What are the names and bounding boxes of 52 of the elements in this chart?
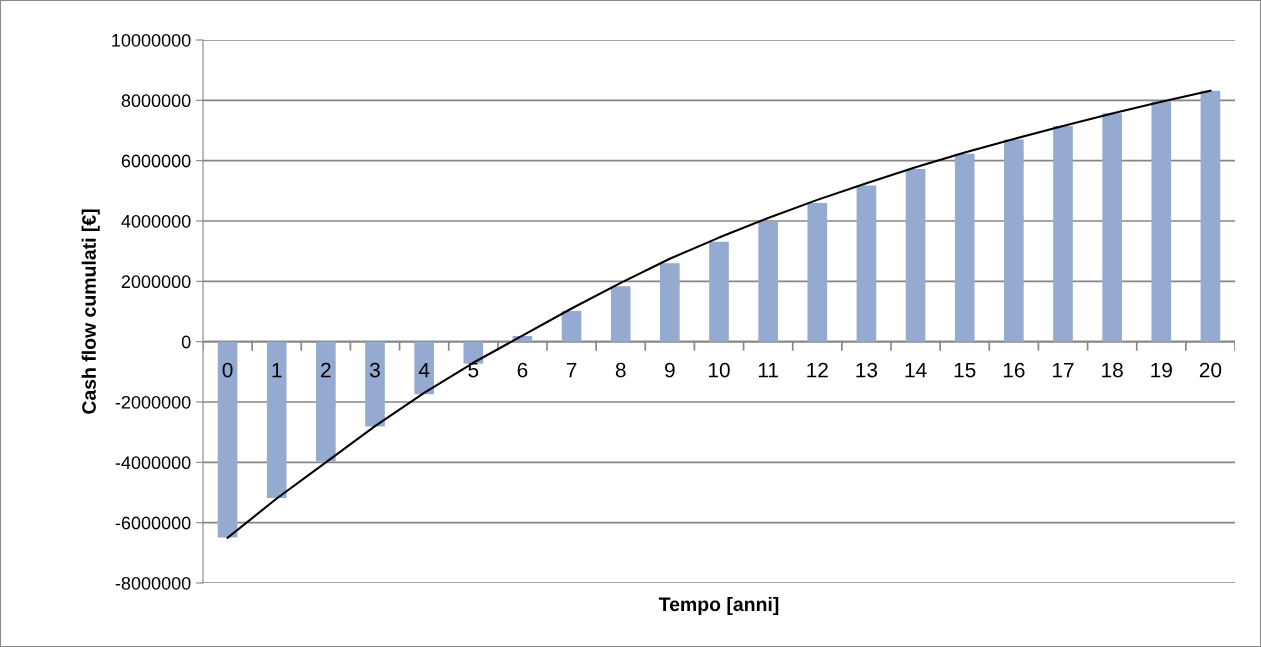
x-tick-label: 19 (1151, 362, 1172, 378)
y-tick-label: 0 (181, 335, 191, 349)
y-tick-label: -2000000 (115, 395, 191, 409)
y-tick-label: 10000000 (112, 33, 191, 47)
bar (1151, 101, 1172, 342)
bar (610, 286, 631, 342)
x-tick-label: 17 (1053, 362, 1074, 378)
x-tick-label: 20 (1199, 362, 1222, 378)
x-tick-label: 18 (1102, 362, 1123, 378)
y-tick-label: 2000000 (121, 275, 191, 289)
x-tick-label: 15 (954, 362, 976, 378)
x-tick-label: 14 (905, 362, 927, 378)
x-tick-label: 0 (222, 362, 233, 378)
x-tick-label: 10 (709, 362, 730, 378)
bar (1053, 125, 1073, 342)
x-tick-label: 16 (1003, 362, 1025, 378)
bar (217, 341, 238, 538)
x-tick-label: 2 (321, 362, 331, 378)
bar (660, 263, 680, 342)
bar (807, 202, 828, 342)
y-tick-label: -8000000 (115, 576, 191, 590)
bar (561, 310, 582, 342)
bar (709, 241, 729, 342)
x-tick-label: 8 (615, 362, 626, 378)
bar (758, 221, 778, 342)
x-tick-label: 6 (517, 362, 528, 378)
x-tick-label: 9 (665, 362, 675, 378)
bar (1102, 113, 1122, 342)
y-tick-label: -6000000 (115, 516, 191, 530)
y-tick-label: 8000000 (121, 94, 191, 108)
bar (905, 169, 926, 342)
x-tick-label: 3 (370, 362, 380, 378)
y-axis-title: Cash flow cumulati [€] (81, 209, 100, 414)
y-tick-label: -4000000 (115, 456, 191, 470)
bar (266, 341, 287, 498)
y-tick-label: 6000000 (121, 154, 191, 168)
bar (954, 153, 975, 342)
bar (1004, 139, 1024, 342)
x-tick-label: 12 (807, 362, 828, 378)
bar (1200, 90, 1221, 342)
x-tick-label: 4 (418, 362, 430, 378)
x-tick-label: 1 (272, 362, 282, 378)
y-tick-label: 4000000 (121, 214, 191, 228)
bar (856, 185, 877, 342)
x-axis-title: Tempo [anni] (658, 596, 779, 616)
x-tick-label: 7 (566, 362, 577, 378)
bar (365, 341, 385, 427)
bar (463, 341, 484, 364)
bar (316, 341, 336, 462)
bar (414, 341, 434, 395)
x-tick-label: 11 (758, 362, 778, 378)
x-tick-label: 13 (856, 362, 878, 378)
